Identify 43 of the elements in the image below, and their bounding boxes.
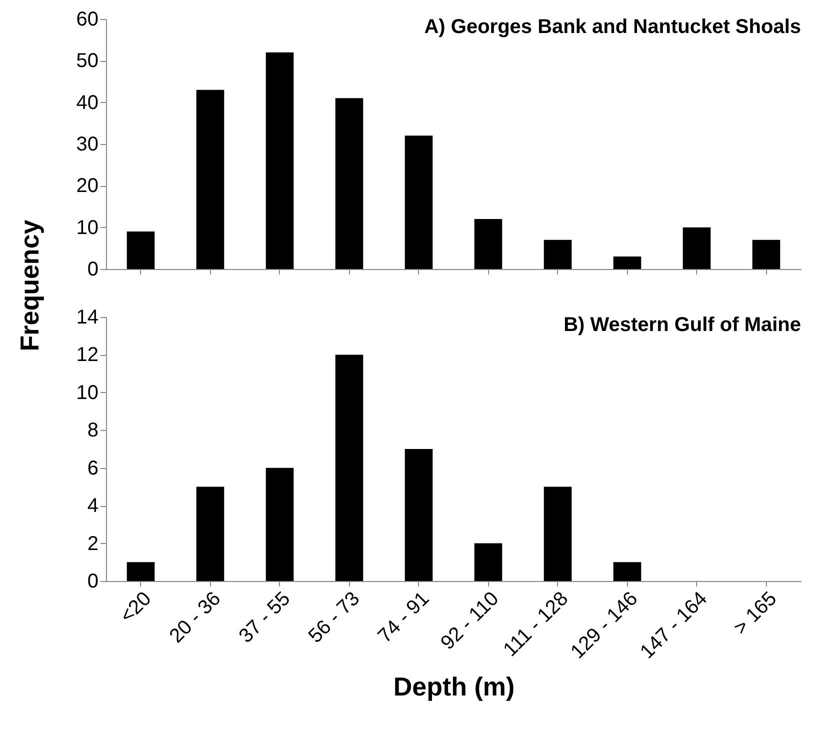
- y-tick-label: 30: [76, 134, 98, 156]
- bar: [266, 52, 294, 269]
- y-tick-label: 10: [76, 216, 98, 239]
- chart-title: B) Western Gulf of Maine: [564, 314, 801, 336]
- bar: [335, 98, 364, 269]
- x-axis-title: Depth (m): [393, 671, 515, 702]
- y-tick-label: 0: [87, 570, 98, 592]
- bar: [544, 240, 572, 269]
- bar: [474, 219, 502, 269]
- bar: [126, 562, 155, 581]
- x-tick-label: 37 - 55: [235, 588, 295, 648]
- y-tick-label: 20: [76, 175, 98, 198]
- bar: [335, 354, 364, 581]
- y-tick-label: 6: [87, 457, 98, 480]
- bar: [613, 256, 642, 269]
- bar: [196, 486, 224, 581]
- y-tick-label: 0: [87, 258, 98, 280]
- chart-title: A) Georges Bank and Nantucket Shoals: [424, 16, 801, 38]
- bar: [266, 468, 294, 581]
- bar: [752, 240, 780, 269]
- bar: [126, 232, 155, 269]
- x-tick-label: <20: [116, 588, 156, 628]
- y-tick-label: 14: [76, 306, 98, 328]
- y-tick-label: 60: [76, 8, 98, 30]
- bar: [682, 227, 711, 269]
- y-tick-label: 10: [76, 382, 98, 404]
- y-tick-label: 50: [76, 50, 98, 72]
- y-tick-label: 4: [87, 495, 98, 518]
- y-tick-label: 8: [87, 420, 98, 442]
- y-tick-label: 12: [76, 344, 98, 366]
- y-tick-label: 2: [87, 532, 98, 555]
- x-tick-label: 20 - 36: [166, 588, 226, 648]
- bar: [474, 543, 502, 581]
- y-tick-label: 40: [76, 92, 98, 114]
- x-tick-label: 74 - 91: [374, 588, 434, 648]
- y-axis-title: Frequency: [14, 218, 46, 354]
- x-tick-label: 56 - 73: [304, 588, 364, 648]
- x-tick-label: > 165: [730, 588, 782, 640]
- bar: [196, 90, 224, 269]
- bar: [613, 562, 642, 581]
- bar: [404, 136, 433, 269]
- bar: [404, 449, 433, 581]
- bar: [544, 486, 572, 581]
